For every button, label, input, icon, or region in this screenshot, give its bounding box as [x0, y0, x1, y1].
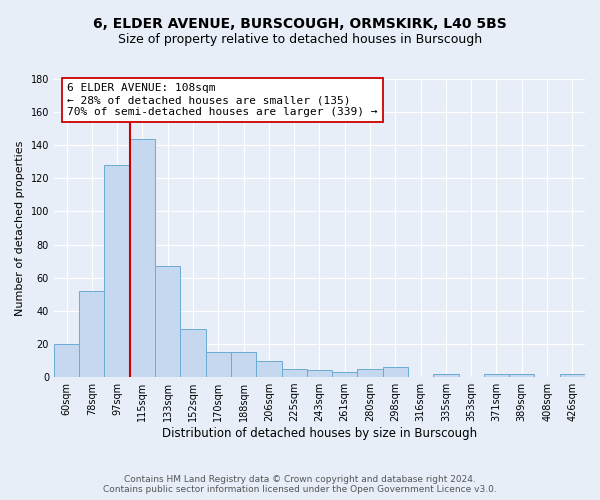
- Bar: [383, 367, 408, 377]
- Bar: [104, 165, 130, 377]
- Bar: [433, 374, 458, 377]
- X-axis label: Distribution of detached houses by size in Burscough: Distribution of detached houses by size …: [162, 427, 477, 440]
- Bar: [79, 291, 104, 377]
- Text: Contains HM Land Registry data © Crown copyright and database right 2024.
Contai: Contains HM Land Registry data © Crown c…: [103, 474, 497, 494]
- Bar: [256, 360, 281, 377]
- Bar: [560, 374, 585, 377]
- Bar: [332, 372, 358, 377]
- Bar: [231, 352, 256, 377]
- Bar: [130, 138, 155, 377]
- Text: 6, ELDER AVENUE, BURSCOUGH, ORMSKIRK, L40 5BS: 6, ELDER AVENUE, BURSCOUGH, ORMSKIRK, L4…: [93, 18, 507, 32]
- Bar: [155, 266, 181, 377]
- Bar: [54, 344, 79, 377]
- Bar: [484, 374, 509, 377]
- Text: 6 ELDER AVENUE: 108sqm
← 28% of detached houses are smaller (135)
70% of semi-de: 6 ELDER AVENUE: 108sqm ← 28% of detached…: [67, 84, 377, 116]
- Text: Size of property relative to detached houses in Burscough: Size of property relative to detached ho…: [118, 32, 482, 46]
- Bar: [509, 374, 535, 377]
- Bar: [181, 329, 206, 377]
- Bar: [206, 352, 231, 377]
- Bar: [358, 369, 383, 377]
- Y-axis label: Number of detached properties: Number of detached properties: [15, 140, 25, 316]
- Bar: [307, 370, 332, 377]
- Bar: [281, 369, 307, 377]
